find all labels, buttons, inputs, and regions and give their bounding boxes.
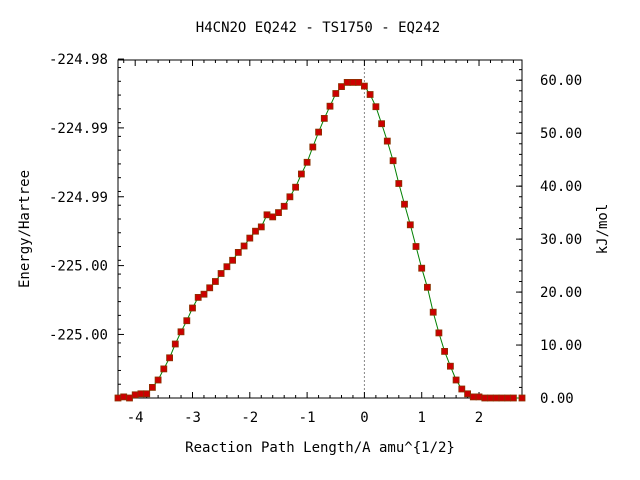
- data-point: [395, 180, 403, 187]
- data-point: [286, 193, 294, 201]
- data-point: [263, 211, 271, 219]
- data-point: [154, 376, 162, 384]
- data-point: [211, 278, 219, 285]
- data-point: [143, 390, 151, 398]
- data-point: [406, 221, 414, 229]
- chart-title: H4CN2O EQ242 - TS1750 - EQ242: [196, 20, 440, 36]
- data-point: [240, 242, 248, 250]
- data-point: [223, 263, 231, 271]
- data-point: [217, 270, 225, 277]
- data-point: [252, 227, 259, 235]
- data-point: [160, 365, 168, 373]
- data-point: [297, 170, 305, 178]
- x-tick-label: -2: [241, 410, 258, 426]
- y-right-tick-label: 50.00: [540, 126, 582, 142]
- data-point: [292, 183, 300, 191]
- data-point: [441, 347, 449, 355]
- data-point: [372, 103, 380, 111]
- data-point: [332, 90, 340, 97]
- data-point: [131, 391, 139, 399]
- data-point: [401, 200, 408, 208]
- data-point: [378, 120, 386, 128]
- data-point: [246, 234, 254, 242]
- data-point: [275, 209, 282, 217]
- data-point: [487, 394, 494, 402]
- y-left-tick-label: -224.99: [49, 121, 108, 137]
- data-point: [518, 394, 526, 402]
- data-point: [360, 82, 368, 90]
- data-point: [458, 385, 466, 393]
- data-point: [423, 283, 431, 291]
- data-point: [504, 394, 512, 402]
- data-point: [320, 115, 328, 122]
- data-point: [349, 79, 357, 86]
- data-point: [464, 390, 472, 398]
- data-point: [326, 102, 334, 110]
- data-point: [509, 394, 517, 402]
- data-point: [269, 213, 277, 221]
- data-point: [343, 79, 351, 86]
- x-tick-label: -4: [127, 410, 144, 426]
- data-point: [171, 340, 179, 348]
- y-right-tick-label: 60.00: [540, 73, 582, 89]
- data-point: [177, 328, 185, 336]
- data-point: [200, 290, 208, 298]
- data-point: [475, 393, 483, 401]
- x-tick-label: 2: [475, 410, 483, 426]
- data-point: [114, 394, 122, 402]
- y-axis-right-label: kJ/mol: [595, 204, 611, 255]
- data-point: [194, 293, 202, 301]
- data-point: [355, 79, 363, 86]
- data-point: [120, 393, 128, 401]
- data-point: [469, 393, 477, 401]
- y-left-tick-label: -225.00: [49, 327, 108, 343]
- data-point: [383, 137, 391, 145]
- x-tick-label: 0: [360, 410, 368, 426]
- y-right-tick-label: 20.00: [540, 285, 582, 301]
- data-point: [412, 243, 420, 250]
- y-left-tick-label: -225.00: [49, 259, 108, 275]
- data-point: [446, 362, 454, 370]
- data-point: [418, 264, 426, 272]
- data-point: [435, 329, 443, 337]
- y-right-tick-label: 30.00: [540, 232, 582, 248]
- data-point: [189, 304, 196, 312]
- x-tick-label: -3: [184, 410, 201, 426]
- y-right-tick-label: 40.00: [540, 179, 582, 195]
- data-point: [309, 143, 317, 151]
- y-right-tick-label: 0.00: [540, 391, 574, 407]
- x-tick-label: -1: [299, 410, 316, 426]
- data-point: [148, 383, 156, 391]
- data-point: [234, 248, 242, 256]
- data-point: [303, 158, 311, 166]
- data-point: [183, 317, 191, 325]
- data-point: [452, 376, 460, 384]
- y-left-tick-label: -224.99: [49, 190, 108, 206]
- data-point: [257, 223, 265, 231]
- data-point: [126, 394, 133, 402]
- plot-area: -4 -3 -2 -1 0 1 2 -224.98 -224.99 -224.99 -225.00 -…: [49, 52, 582, 426]
- y-axis-left-label: Energy/Hartree: [17, 170, 33, 288]
- data-point: [137, 390, 145, 398]
- data-point: [280, 202, 288, 210]
- data-point: [366, 91, 374, 98]
- data-point: [498, 394, 506, 402]
- data-point: [389, 157, 397, 165]
- data-point: [166, 354, 174, 362]
- data-point: [338, 83, 345, 90]
- x-tick-label: 1: [417, 410, 425, 426]
- data-point: [429, 308, 437, 316]
- y-right-tick-label: 10.00: [540, 338, 582, 354]
- x-axis-label: Reaction Path Length/A amu^{1/2}: [185, 440, 455, 456]
- data-point: [492, 394, 500, 402]
- data-point: [481, 394, 489, 402]
- y-left-tick-label: -224.98: [49, 52, 108, 68]
- data-point: [206, 284, 214, 292]
- data-point: [229, 256, 237, 264]
- data-point: [315, 128, 323, 136]
